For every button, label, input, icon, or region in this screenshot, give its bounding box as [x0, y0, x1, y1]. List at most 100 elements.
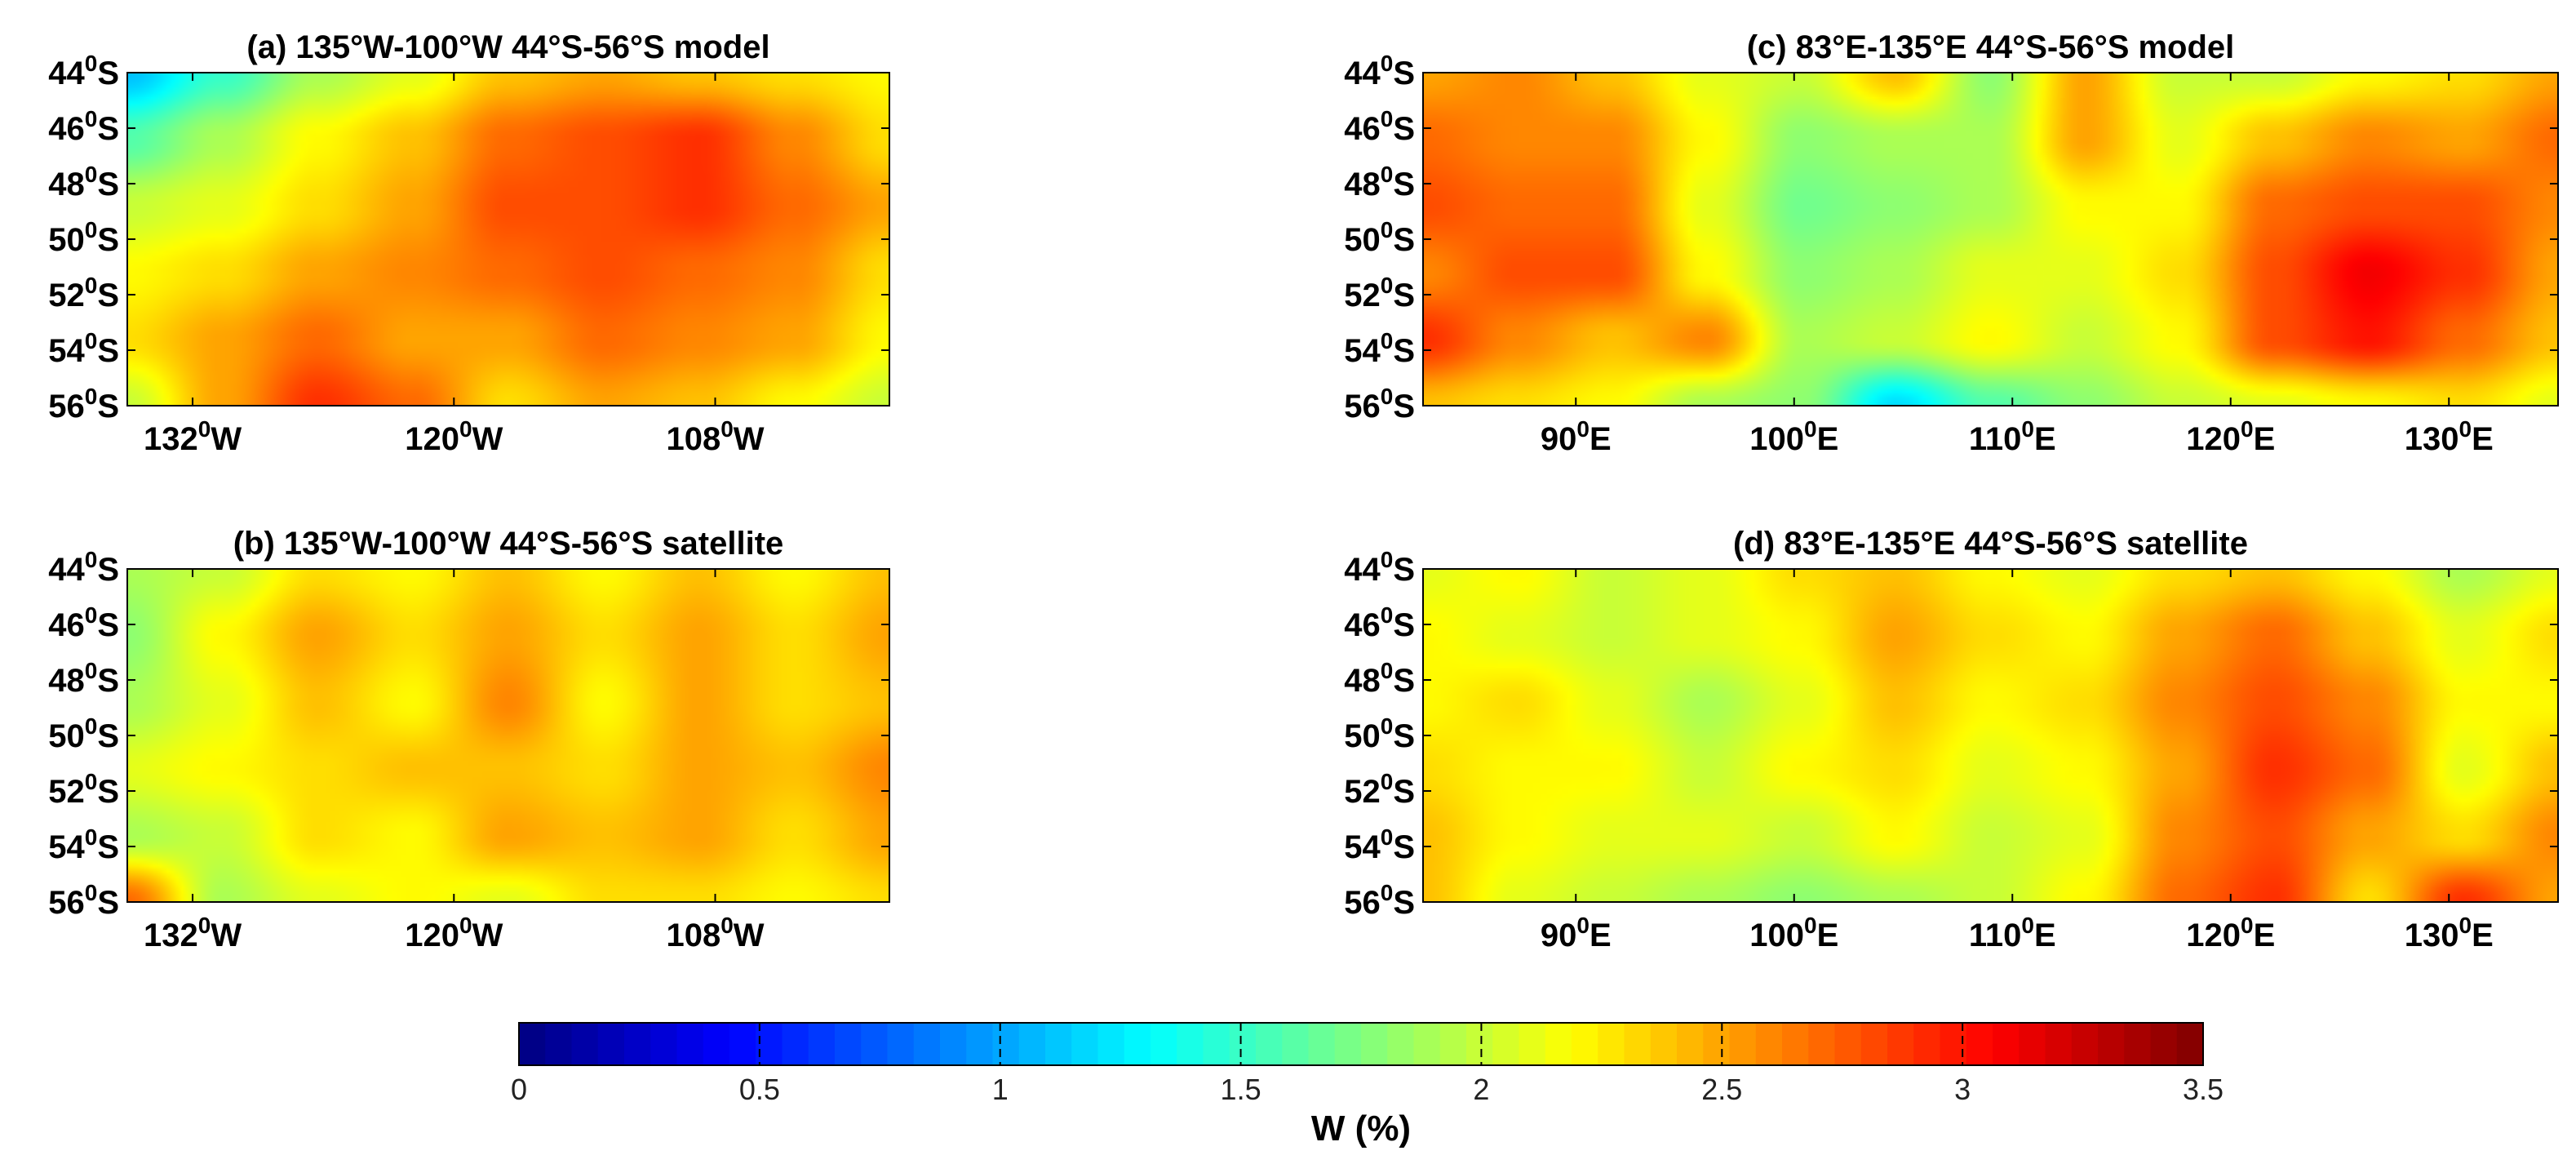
colorbar-swatch [1572, 1023, 1598, 1065]
y-tick-label: 480S [1344, 658, 1415, 699]
colorbar-swatch [1808, 1023, 1836, 1065]
colorbar-swatch [1439, 1023, 1467, 1065]
panel-d: (d) 83°E-135°E 44°S-56°S satellite 900E 10… [1344, 526, 2559, 953]
x-tick-label: 1300E [2405, 913, 2494, 953]
x-tick-label: 1000E [1749, 416, 1838, 457]
colorbar-swatch [1834, 1023, 1862, 1065]
panel-title: (a) 135°W-100°W 44°S-56°S model [246, 29, 769, 65]
colorbar-tick-label: 2 [1473, 1073, 1489, 1106]
y-tick-label: 560S [48, 880, 119, 921]
colorbar-swatch [861, 1023, 889, 1065]
colorbar-swatch [1361, 1023, 1388, 1065]
colorbar-swatch [1256, 1023, 1283, 1065]
y-tick-label: 480S [48, 162, 119, 202]
y-tick-label: 440S [48, 51, 119, 91]
y-tick-label: 500S [48, 217, 119, 258]
colorbar-swatch [966, 1023, 994, 1065]
colorbar-swatch [676, 1023, 704, 1065]
y-tick-label: 440S [1344, 547, 1415, 588]
colorbar-swatch [940, 1023, 967, 1065]
x-tick-label: 1100E [1969, 416, 2056, 457]
colorbar-swatch [545, 1023, 573, 1065]
colorbar-swatch [1624, 1023, 1652, 1065]
colorbar-tick-label: 1.5 [1221, 1073, 1261, 1106]
colorbar-swatch [1887, 1023, 1914, 1065]
heatmap-field [127, 73, 889, 406]
colorbar-swatch [1598, 1023, 1625, 1065]
colorbar-swatch [1860, 1023, 1888, 1065]
colorbar-swatch [703, 1023, 730, 1065]
y-tick-label: 540S [1344, 328, 1415, 369]
colorbar-frame [518, 1022, 2204, 1066]
colorbar-tick-label: 2.5 [1701, 1073, 1742, 1106]
y-tick-label: 560S [48, 384, 119, 424]
heatmap-field [127, 569, 889, 902]
colorbar-swatch [1650, 1023, 1678, 1065]
colorbar-swatch [1782, 1023, 1809, 1065]
colorbar-swatch [650, 1023, 678, 1065]
colorbar-swatch [1677, 1023, 1704, 1065]
colorbar-swatch [624, 1023, 651, 1065]
x-tick-label: 1200E [2186, 913, 2275, 953]
colorbar-swatch [1045, 1023, 1072, 1065]
colorbar-tick-label: 0 [511, 1073, 527, 1106]
x-tick-label: 1200W [405, 913, 503, 953]
y-tick-label: 540S [48, 824, 119, 865]
colorbar-swatch [2071, 1023, 2099, 1065]
colorbar-swatch [2045, 1023, 2073, 1065]
y-tick-label: 440S [1344, 51, 1415, 91]
x-tick-label: 1080W [666, 416, 764, 457]
colorbar-swatch [1229, 1023, 1257, 1065]
panel-b: (b) 135°W-100°W 44°S-56°S satellite 1320W… [48, 526, 890, 953]
y-tick-label: 560S [1344, 384, 1415, 424]
colorbar-swatch [2098, 1023, 2125, 1065]
colorbar-swatch [2124, 1023, 2152, 1065]
y-tick-label: 500S [48, 713, 119, 754]
colorbar-swatch [597, 1023, 625, 1065]
colorbar-swatch [1071, 1023, 1099, 1065]
colorbar-swatch [519, 1023, 546, 1065]
colorbar-swatch [1729, 1023, 1757, 1065]
panel-title: (c) 83°E-135°E 44°S-56°S model [1747, 29, 2235, 65]
panel-title: (d) 83°E-135°E 44°S-56°S satellite [1733, 526, 2248, 562]
y-tick-label: 440S [48, 547, 119, 588]
y-tick-label: 480S [1344, 162, 1415, 202]
x-tick-label: 1000E [1749, 913, 1838, 953]
colorbar-swatch [835, 1023, 862, 1065]
heatmap-field [1423, 569, 2558, 902]
colorbar-swatch [913, 1023, 941, 1065]
x-tick-label: 1080W [666, 913, 764, 953]
heatmap-field [1423, 73, 2558, 406]
colorbar-swatch [1703, 1023, 1731, 1065]
panel-c: (c) 83°E-135°E 44°S-56°S model 900E 1000E 1… [1344, 29, 2559, 457]
y-tick-label: 520S [48, 273, 119, 313]
x-tick-label: 1200W [405, 416, 503, 457]
x-tick-label: 900E [1541, 416, 1612, 457]
colorbar-swatch [1413, 1023, 1441, 1065]
y-tick-label: 520S [48, 769, 119, 810]
panel-a: (a) 135°W-100°W 44°S-56°S model 1320W 1200… [48, 29, 890, 457]
colorbar-swatch [1124, 1023, 1151, 1065]
colorbar-swatch [2150, 1023, 2178, 1065]
colorbar: 0 0.5 1 1.5 2 2.5 3 3.5 W (%) [511, 1022, 2224, 1149]
colorbar-swatch [1097, 1023, 1125, 1065]
colorbar-swatch [1387, 1023, 1415, 1065]
colorbar-swatch [1519, 1023, 1546, 1065]
colorbar-swatch [1466, 1023, 1493, 1065]
colorbar-swatch [1545, 1023, 1572, 1065]
colorbar-swatch [1018, 1023, 1046, 1065]
colorbar-swatch [1966, 1023, 1993, 1065]
y-tick-label: 460S [1344, 106, 1415, 147]
colorbar-swatch [782, 1023, 809, 1065]
colorbar-swatch [2019, 1023, 2046, 1065]
colorbar-swatch [1334, 1023, 1362, 1065]
y-tick-label: 500S [1344, 713, 1415, 754]
colorbar-swatch [2176, 1023, 2204, 1065]
y-tick-label: 560S [1344, 880, 1415, 921]
y-tick-label: 460S [1344, 602, 1415, 643]
colorbar-tick-label: 0.5 [739, 1073, 780, 1106]
y-tick-label: 460S [48, 602, 119, 643]
colorbar-swatch [571, 1023, 599, 1065]
y-tick-label: 540S [48, 328, 119, 369]
